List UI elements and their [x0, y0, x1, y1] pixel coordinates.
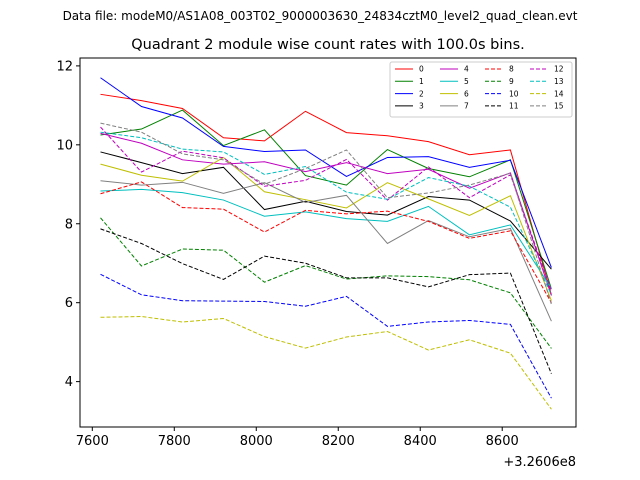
legend-label-7: 7 — [464, 102, 469, 111]
y-tick-label-4: 4 — [65, 375, 73, 390]
x-tick-label-8000: 8000 — [240, 434, 273, 449]
legend-label-6: 6 — [464, 89, 469, 98]
series-line-14 — [100, 315, 552, 410]
chart-suptitle: Data file: modeM0/AS1A08_003T02_90000036… — [63, 9, 578, 23]
series-line-7 — [100, 180, 552, 322]
x-tick-label-8200: 8200 — [322, 434, 355, 449]
x-tick-label-7800: 7800 — [158, 434, 191, 449]
legend-label-5: 5 — [464, 77, 469, 86]
legend-label-15: 15 — [554, 102, 564, 111]
series-line-6 — [100, 156, 552, 301]
series-line-5 — [100, 188, 552, 289]
legend-label-10: 10 — [509, 89, 519, 98]
series-line-2 — [100, 77, 552, 268]
series-line-15 — [100, 122, 552, 305]
legend-box — [389, 61, 573, 118]
x-tick-label-8600: 8600 — [486, 434, 519, 449]
series-line-1 — [100, 109, 552, 290]
legend-label-12: 12 — [554, 65, 564, 74]
series-line-13 — [100, 131, 552, 296]
legend-label-11: 11 — [509, 102, 519, 111]
y-tick-label-10: 10 — [56, 138, 73, 153]
legend-label-13: 13 — [554, 77, 564, 86]
y-tick-label-8: 8 — [65, 217, 73, 232]
x-tick-label-7600: 7600 — [76, 434, 109, 449]
x-tick-label-8400: 8400 — [404, 434, 437, 449]
series-line-10 — [100, 273, 552, 399]
series-line-11 — [100, 228, 552, 374]
legend-label-2: 2 — [419, 89, 424, 98]
legend-label-9: 9 — [509, 77, 514, 86]
series-line-9 — [100, 217, 552, 349]
legend-label-3: 3 — [419, 102, 424, 111]
legend-label-0: 0 — [419, 65, 424, 74]
x-offset-label: +3.2606e8 — [503, 455, 576, 470]
legend-label-8: 8 — [509, 65, 514, 74]
series-line-0 — [100, 93, 552, 295]
series-line-12 — [100, 126, 552, 292]
legend-label-1: 1 — [419, 77, 424, 86]
y-tick-label-12: 12 — [56, 59, 73, 74]
series-line-3 — [100, 151, 552, 270]
series-line-4 — [100, 132, 552, 296]
plot-frame — [79, 57, 577, 428]
legend-label-14: 14 — [554, 89, 564, 98]
legend-label-4: 4 — [464, 65, 469, 74]
chart-title: Quadrant 2 module wise count rates with … — [131, 37, 525, 53]
y-tick-label-6: 6 — [65, 296, 73, 311]
